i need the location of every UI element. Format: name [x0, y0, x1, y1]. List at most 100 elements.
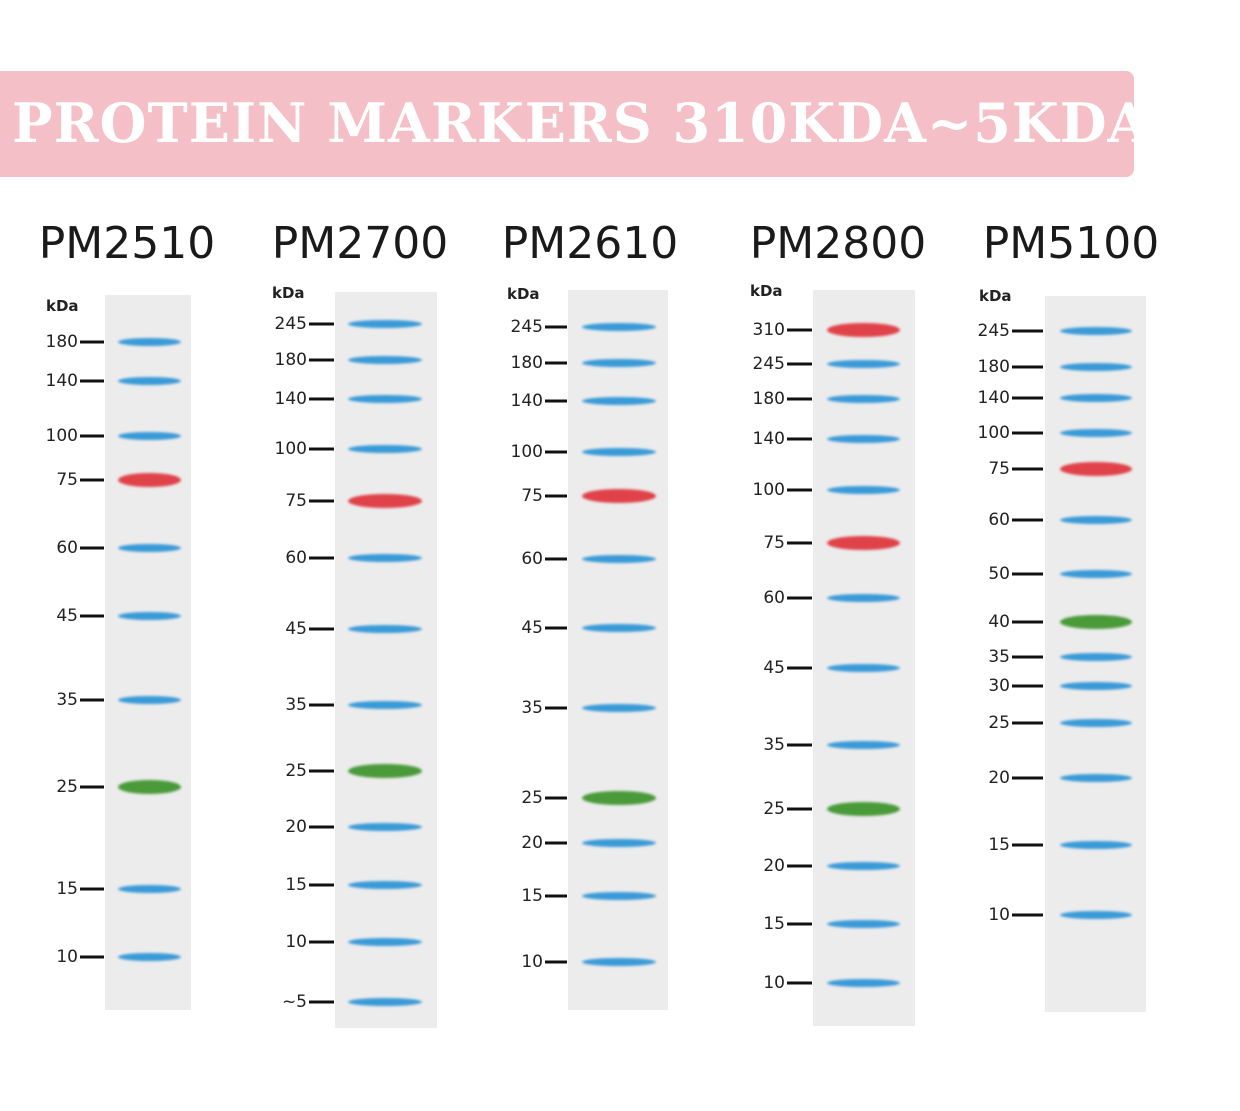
band-label: 25	[521, 788, 543, 808]
band-tick	[1012, 655, 1043, 659]
band-label: 245	[274, 314, 307, 334]
band	[1060, 911, 1132, 919]
band-label: 60	[56, 538, 78, 558]
band-tick	[545, 450, 567, 454]
band-tick	[309, 499, 334, 503]
gel-lane	[568, 290, 668, 1010]
unit-label: kDa	[979, 287, 1012, 305]
gel-lane	[813, 290, 915, 1026]
band-tick	[80, 379, 104, 383]
band-label: 10	[285, 932, 307, 952]
band-label: 45	[56, 606, 78, 626]
band	[348, 938, 422, 946]
band-label: 15	[285, 875, 307, 895]
band	[348, 764, 422, 778]
band	[582, 704, 656, 712]
band	[1060, 615, 1132, 629]
band-label: 45	[521, 618, 543, 638]
band-label: 10	[521, 952, 543, 972]
band-tick	[1012, 365, 1043, 369]
band	[118, 612, 181, 620]
band-tick	[787, 666, 812, 670]
band	[1060, 774, 1132, 782]
band-label: 20	[988, 768, 1010, 788]
panel-title: PM2510	[38, 218, 216, 269]
band-label: 75	[56, 470, 78, 490]
band	[827, 979, 900, 987]
band	[118, 696, 181, 704]
band-tick	[1012, 467, 1043, 471]
band-tick	[309, 397, 334, 401]
band-tick	[309, 627, 334, 631]
band-tick	[309, 883, 334, 887]
band-tick	[1012, 843, 1043, 847]
band-tick	[545, 841, 567, 845]
band-label: 100	[45, 426, 78, 446]
band	[118, 473, 181, 487]
gel-lane	[335, 292, 437, 1028]
band-tick	[309, 447, 334, 451]
band-label: 100	[510, 442, 543, 462]
band	[348, 701, 422, 709]
band	[582, 958, 656, 966]
band-tick	[309, 322, 334, 326]
band	[582, 323, 656, 331]
band-tick	[787, 437, 812, 441]
band	[582, 448, 656, 456]
band-label: 100	[274, 439, 307, 459]
band-tick	[80, 785, 104, 789]
unit-label: kDa	[507, 285, 540, 303]
band	[348, 320, 422, 328]
band	[827, 741, 900, 749]
band	[582, 624, 656, 632]
band	[1060, 516, 1132, 524]
band-tick	[787, 541, 812, 545]
band-label: 140	[510, 391, 543, 411]
band-tick	[787, 981, 812, 985]
band	[827, 862, 900, 870]
band-tick	[545, 325, 567, 329]
band-label: 25	[988, 713, 1010, 733]
band-tick	[545, 894, 567, 898]
band	[582, 892, 656, 900]
band	[348, 881, 422, 889]
unit-label: kDa	[750, 282, 783, 300]
band-label: 15	[56, 879, 78, 899]
band	[827, 594, 900, 602]
band	[582, 555, 656, 563]
band-tick	[80, 340, 104, 344]
band	[1060, 653, 1132, 661]
band	[118, 338, 181, 346]
band-label: 15	[521, 886, 543, 906]
band-tick	[545, 960, 567, 964]
panel-title: PM2610	[501, 218, 679, 269]
band	[1060, 363, 1132, 371]
band	[827, 323, 900, 337]
band-label: 10	[988, 905, 1010, 925]
band	[1060, 719, 1132, 727]
band-label: 35	[763, 735, 785, 755]
band-tick	[80, 955, 104, 959]
band-tick	[80, 698, 104, 702]
band	[582, 839, 656, 847]
band	[348, 823, 422, 831]
band-tick	[545, 626, 567, 630]
band-tick	[1012, 721, 1043, 725]
band-tick	[787, 488, 812, 492]
band-tick	[787, 922, 812, 926]
band-tick	[309, 703, 334, 707]
band	[1060, 570, 1132, 578]
band-label: 25	[285, 761, 307, 781]
band-label: 140	[752, 429, 785, 449]
band-label: 35	[56, 690, 78, 710]
title-banner: PROTEIN MARKERS 310KDA~5KDA	[0, 71, 1149, 177]
band	[582, 359, 656, 367]
band-label: 60	[988, 510, 1010, 530]
band-label: 75	[763, 533, 785, 553]
band-tick	[1012, 684, 1043, 688]
band	[348, 998, 422, 1006]
band-label: 35	[988, 647, 1010, 667]
band	[1060, 841, 1132, 849]
band-tick	[787, 397, 812, 401]
band	[827, 486, 900, 494]
